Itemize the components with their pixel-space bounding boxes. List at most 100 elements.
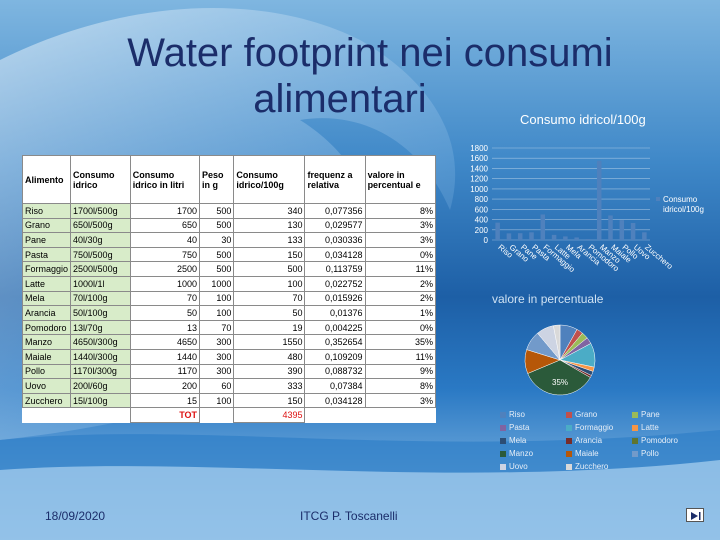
pie-legend-label: Arancia [575,436,603,445]
table-cell: Pomodoro [21,319,72,336]
bar-chart-title: Consumo idricol/100g [520,112,646,127]
table-cell [200,408,234,423]
slide-title: Water footprint nei consumi alimentari [60,30,680,122]
table-cell: 40l/30g [70,232,131,248]
table-cell: 0,113759 [304,261,366,277]
table-cell: 70 [233,290,306,307]
table-row: Uovo 200l/60g 200 60 333 0,07384 8% [21,378,437,394]
pie-legend-item: Pane [632,408,702,421]
bar-chart-bar [585,239,591,240]
pie-legend-label: Latte [641,423,659,432]
bar-chart-ytick-label: 600 [475,205,489,214]
table-cell: 0,029577 [304,217,366,234]
table-cell: 480 [233,348,306,365]
bar-chart-bar [619,220,625,240]
table-cell: 340 [233,203,306,219]
table-cell: 0,07384 [304,378,366,394]
table-cell: 3% [364,392,437,409]
table-cell: 2500 [129,261,201,277]
table-cell: Riso [21,203,72,219]
footer-school: ITCG P. Toscanelli [300,509,398,523]
table-cell: 130 [233,217,306,234]
pie-slice [527,359,591,396]
bar-chart-bar [540,214,546,240]
table-cell: 50l/100g [70,305,131,321]
table-cell: 50 [233,305,306,321]
next-slide-button[interactable] [686,508,704,522]
table-cell: 13l/70g [70,319,131,336]
table-row: Pasta 750l/500g 750 500 150 0,034128 0% [21,246,437,263]
table-cell: 0,015926 [304,290,366,307]
table-header-cell: Consumo idrico [70,155,131,204]
table-cell: 0,030336 [304,232,366,248]
table-cell: 1000l/1l [70,275,131,292]
bar-chart-ytick-label: 1400 [470,164,488,173]
table-cell: 0% [364,319,437,336]
table-cell: 1440 [129,348,201,365]
table-cell: 3% [364,217,437,234]
table-cell: Mela [21,290,72,307]
pie-legend-item: Riso [500,408,570,421]
table-cell: 390 [233,363,306,380]
slide-title-line1: Water footprint nei consumi [127,31,613,75]
table-cell: 1550 [233,334,306,350]
table-cell: Formaggio [21,261,72,277]
table-cell [305,408,365,423]
table-row: Arancia 50l/100g 50 100 50 0,01376 1% [21,305,437,321]
bar-chart-bar [608,215,613,240]
pie-legend-label: Formaggio [575,423,614,432]
pie-legend-label: Pollo [641,449,659,458]
bar-chart-legend-label: Consumo [663,195,698,204]
pie-legend-label: Maiale [575,449,599,458]
table-cell: Pollo [21,363,72,380]
table-cell: 70 [129,290,201,307]
table-cell: 2% [364,290,437,307]
bar-chart-ytick-label: 1800 [470,144,488,153]
table-cell: 19 [233,319,306,336]
bar-chart-bar [596,160,602,240]
pie-legend-swatch [566,437,572,444]
pie-legend-label: Uovo [509,462,528,471]
table-cell: 300 [199,334,235,350]
table-cell: 13 [129,319,201,336]
total-value: 4395 [233,407,306,423]
table-cell: 0,034128 [304,246,366,263]
table-cell: 15l/100g [70,392,131,409]
table-cell: 0,088732 [304,363,366,380]
pie-data-label: 35% [552,378,568,387]
bar-chart-bar [506,233,512,240]
table-cell: 300 [199,363,235,380]
table-row: Manzo 4650l/300g 4650 300 1550 0,352654 35% [21,334,437,350]
table-cell: 70 [199,319,235,336]
table-cell: 40 [129,232,201,248]
table-cell: Pane [21,232,72,248]
table-cell: 100 [199,392,235,409]
pie-legend-label: Riso [509,410,526,419]
table-cell: Arancia [21,305,72,321]
bar-chart-legend-label: idricol/100g [663,205,704,214]
table-cell: 4650l/300g [70,334,131,350]
table-row: Pomodoro 13l/70g 13 70 19 0,004225 0% [21,319,437,336]
table-cell [365,408,435,423]
table-cell: 3% [364,232,437,248]
pie-chart-title: valore in percentuale [492,292,604,306]
water-footprint-table: Alimento Consumo idrico Consumo idrico in … [21,155,437,423]
table-row: Grano 650l/500g 650 500 130 0,029577 3% [21,217,437,234]
table-cell: 4650 [129,334,201,350]
table-cell: Maiale [21,348,72,365]
table-cell: Latte [21,275,72,292]
bar-chart-legend-swatch [656,197,660,201]
table-cell: 300 [199,348,235,365]
table-header-cell: Alimento [21,155,72,204]
total-label: TOT [129,407,201,423]
table-cell: 750 [129,246,201,263]
pie-legend-item: Formaggio [566,421,636,434]
bar-chart-bar [495,222,500,240]
table-cell: 1000 [129,275,201,292]
table-cell [23,408,71,423]
table-cell: 0,01376 [304,305,366,321]
bar-chart-bar [517,233,523,240]
pie-legend-column: Riso Pasta Mela Manzo Uovo [500,408,570,473]
table-cell: 1% [364,305,437,321]
table-row: Mela 70l/100g 70 100 70 0,015926 2% [21,290,437,307]
